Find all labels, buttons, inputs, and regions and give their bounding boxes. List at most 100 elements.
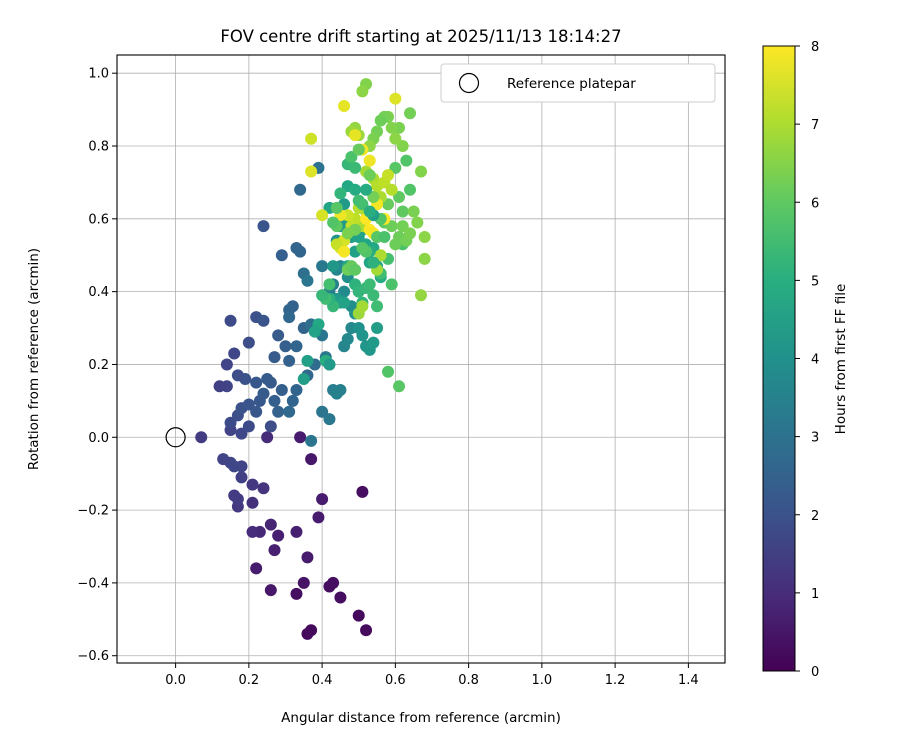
data-point bbox=[316, 493, 329, 506]
data-point bbox=[363, 278, 376, 291]
data-point bbox=[363, 205, 376, 218]
data-point bbox=[246, 525, 259, 538]
data-point bbox=[316, 209, 329, 222]
y-tick-label: −0.2 bbox=[77, 504, 109, 519]
data-point bbox=[393, 190, 406, 203]
data-point bbox=[374, 249, 387, 262]
data-point bbox=[268, 351, 281, 364]
data-point bbox=[268, 394, 281, 407]
y-tick-label: 0.6 bbox=[88, 212, 109, 227]
y-tick-label: 0.8 bbox=[88, 140, 109, 155]
data-point bbox=[356, 329, 369, 342]
data-point bbox=[305, 434, 318, 447]
data-point bbox=[367, 190, 380, 203]
colorbar-ticks: 0 1 2 3 4 5 6 7 8 bbox=[795, 40, 819, 680]
data-point bbox=[316, 289, 329, 302]
legend: Reference platepar bbox=[440, 63, 716, 103]
data-point bbox=[272, 405, 285, 418]
data-point bbox=[228, 460, 241, 473]
data-point bbox=[228, 347, 241, 360]
data-point bbox=[327, 260, 340, 273]
data-point bbox=[396, 140, 409, 153]
data-point bbox=[275, 249, 288, 262]
data-point bbox=[334, 187, 347, 200]
colorbar-tick-label: 2 bbox=[811, 509, 819, 524]
data-point bbox=[418, 252, 431, 265]
y-tick-label: 0.4 bbox=[88, 285, 109, 300]
data-point bbox=[290, 383, 303, 396]
data-point bbox=[411, 216, 424, 229]
y-tick-label: −0.4 bbox=[77, 576, 109, 591]
colorbar-tick-label: 0 bbox=[811, 665, 819, 680]
data-point bbox=[305, 453, 318, 466]
data-point bbox=[360, 624, 373, 637]
x-axis-label: Angular distance from reference (arcmin) bbox=[281, 710, 561, 726]
x-tick-label: 1.0 bbox=[532, 673, 553, 688]
data-point bbox=[235, 471, 248, 484]
data-point bbox=[213, 380, 226, 393]
data-point bbox=[301, 551, 314, 564]
data-point bbox=[224, 416, 237, 429]
y-tick-label: 0.0 bbox=[88, 431, 109, 446]
data-point bbox=[385, 183, 398, 196]
x-axis-ticks: 0.0 0.2 0.4 0.6 0.8 1.0 1.2 1.4 bbox=[165, 663, 699, 688]
data-point bbox=[374, 114, 387, 127]
data-point bbox=[257, 387, 270, 400]
x-tick-label: 0.6 bbox=[385, 673, 406, 688]
x-tick-label: 1.4 bbox=[678, 673, 699, 688]
colorbar-tick-label: 6 bbox=[811, 196, 819, 211]
data-point bbox=[367, 336, 380, 349]
data-point bbox=[286, 394, 299, 407]
data-point bbox=[264, 420, 277, 433]
data-point bbox=[356, 198, 369, 211]
x-tick-label: 0.0 bbox=[165, 673, 186, 688]
data-point bbox=[385, 278, 398, 291]
data-point bbox=[312, 511, 325, 524]
data-point bbox=[242, 336, 255, 349]
data-point bbox=[231, 369, 244, 382]
data-point bbox=[371, 322, 384, 335]
data-point bbox=[242, 398, 255, 411]
data-point bbox=[404, 227, 417, 240]
data-point bbox=[341, 332, 354, 345]
data-point bbox=[250, 562, 263, 575]
data-point bbox=[418, 231, 431, 244]
data-point bbox=[415, 289, 427, 302]
colorbar: 0 1 2 3 4 5 6 7 8 Hours from first FF file bbox=[762, 40, 849, 680]
data-point bbox=[272, 329, 285, 342]
legend-label: Reference platepar bbox=[507, 76, 636, 92]
data-point bbox=[294, 245, 307, 258]
data-point bbox=[330, 201, 343, 214]
data-point bbox=[301, 627, 314, 640]
data-point bbox=[385, 121, 398, 134]
colorbar-label: Hours from first FF file bbox=[833, 284, 849, 435]
data-point bbox=[341, 227, 354, 240]
data-point bbox=[349, 183, 362, 196]
data-point bbox=[283, 311, 296, 324]
data-point bbox=[352, 143, 365, 156]
data-point bbox=[257, 314, 270, 327]
legend-marker-icon bbox=[458, 72, 480, 94]
data-point bbox=[228, 489, 241, 502]
plot-frame bbox=[116, 54, 726, 664]
colorbar-tick-label: 5 bbox=[811, 274, 819, 289]
data-point bbox=[301, 354, 314, 367]
y-tick-label: 1.0 bbox=[88, 67, 109, 82]
data-point bbox=[404, 183, 417, 196]
data-point bbox=[323, 278, 336, 291]
data-point bbox=[305, 165, 318, 178]
data-points bbox=[195, 78, 431, 640]
colorbar-tick-label: 3 bbox=[811, 431, 819, 446]
data-point bbox=[294, 183, 307, 196]
data-point bbox=[407, 205, 420, 218]
data-point bbox=[242, 420, 255, 433]
data-point bbox=[257, 482, 270, 495]
data-point bbox=[275, 383, 288, 396]
data-point bbox=[396, 220, 409, 233]
data-point bbox=[363, 169, 376, 182]
data-point bbox=[290, 587, 303, 600]
data-point bbox=[356, 300, 369, 313]
data-point bbox=[235, 427, 248, 440]
data-point bbox=[349, 129, 362, 142]
data-point bbox=[356, 85, 369, 98]
